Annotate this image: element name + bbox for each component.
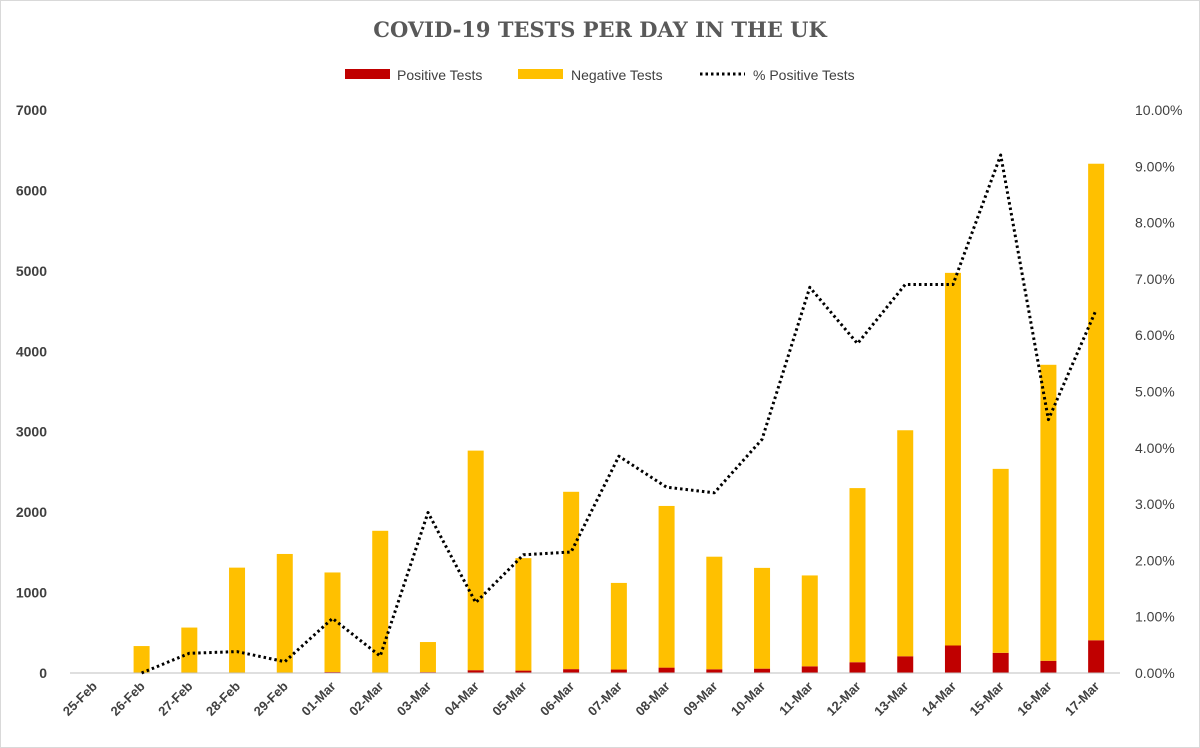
bar-negative bbox=[229, 567, 246, 673]
y-left-tick-label: 7000 bbox=[16, 102, 47, 118]
percent-line bbox=[141, 153, 1098, 675]
bar-negative bbox=[897, 430, 914, 657]
y-left-tick-label: 5000 bbox=[16, 263, 47, 279]
legend-label-positive: Positive Tests bbox=[397, 67, 482, 83]
bar-positive bbox=[467, 670, 484, 673]
y-right-tick-label: 4.00% bbox=[1135, 440, 1175, 456]
y-left-tick-label: 6000 bbox=[16, 182, 47, 198]
bar-negative bbox=[324, 572, 341, 673]
y-right-tick-label: 6.00% bbox=[1135, 327, 1175, 343]
y-right-tick-label: 7.00% bbox=[1135, 271, 1175, 287]
y-right-tick-label: 1.00% bbox=[1135, 609, 1175, 625]
bar-negative bbox=[419, 642, 436, 673]
legend-label-percent: % Positive Tests bbox=[753, 67, 855, 83]
bar-negative bbox=[563, 491, 580, 670]
bar-negative bbox=[515, 558, 532, 671]
y-axis-left: 0 1000 2000 3000 4000 5000 6000 7000 bbox=[16, 102, 47, 681]
bar-negative bbox=[706, 556, 723, 670]
y-left-tick-label: 3000 bbox=[16, 424, 47, 440]
y-right-tick-label: 10.00% bbox=[1135, 102, 1182, 118]
bar-positive bbox=[1088, 640, 1105, 673]
bar-negative bbox=[658, 505, 675, 668]
y-right-tick-label: 8.00% bbox=[1135, 215, 1175, 231]
y-left-tick-label: 4000 bbox=[16, 343, 47, 359]
bar-negative bbox=[276, 553, 293, 673]
y-right-tick-label: 3.00% bbox=[1135, 496, 1175, 512]
chart-title: COVID-19 TESTS PER DAY IN THE UK bbox=[373, 17, 827, 42]
bar-positive bbox=[754, 668, 771, 673]
bar-negative bbox=[801, 575, 818, 667]
bar-positive bbox=[849, 662, 866, 673]
bar-positive bbox=[563, 669, 580, 673]
legend-swatch-negative bbox=[518, 69, 563, 79]
bar-negative bbox=[181, 627, 198, 673]
bar-negative bbox=[372, 530, 389, 673]
legend: Positive Tests Negative Tests % Positive… bbox=[345, 67, 855, 83]
bar-negative bbox=[467, 450, 484, 671]
bar-positive bbox=[992, 652, 1009, 673]
y-left-tick-label: 1000 bbox=[16, 585, 47, 601]
y-right-tick-label: 2.00% bbox=[1135, 552, 1175, 568]
bar-negative bbox=[992, 468, 1009, 653]
bar-negative bbox=[944, 272, 961, 646]
bar-positive bbox=[944, 645, 961, 673]
bar-positive bbox=[897, 656, 914, 673]
bar-positive bbox=[801, 666, 818, 673]
bar-positive bbox=[1040, 660, 1057, 673]
bar-positive bbox=[610, 669, 627, 673]
y-axis-right: 0.00% 1.00% 2.00% 3.00% 4.00% 5.00% 6.00% 7.00%… bbox=[1135, 102, 1182, 681]
y-right-tick-label: 0.00% bbox=[1135, 665, 1175, 681]
y-right-tick-label: 5.00% bbox=[1135, 384, 1175, 400]
percent-line-path bbox=[141, 153, 1098, 675]
y-left-tick-label: 2000 bbox=[16, 504, 47, 520]
bar-positive bbox=[658, 667, 675, 673]
bar-negative bbox=[754, 567, 771, 669]
bar-negative bbox=[610, 582, 627, 670]
legend-label-negative: Negative Tests bbox=[571, 67, 663, 83]
bar-positive bbox=[706, 669, 723, 673]
bar-negative bbox=[849, 488, 866, 663]
y-left-tick-label: 0 bbox=[39, 665, 47, 681]
bar-negative bbox=[133, 646, 150, 673]
bar-negative bbox=[1088, 163, 1105, 641]
legend-swatch-positive bbox=[345, 69, 390, 79]
y-right-tick-label: 9.00% bbox=[1135, 158, 1175, 174]
bar-positive bbox=[515, 670, 532, 673]
bar-negative bbox=[1040, 364, 1057, 661]
bars bbox=[133, 163, 1105, 673]
